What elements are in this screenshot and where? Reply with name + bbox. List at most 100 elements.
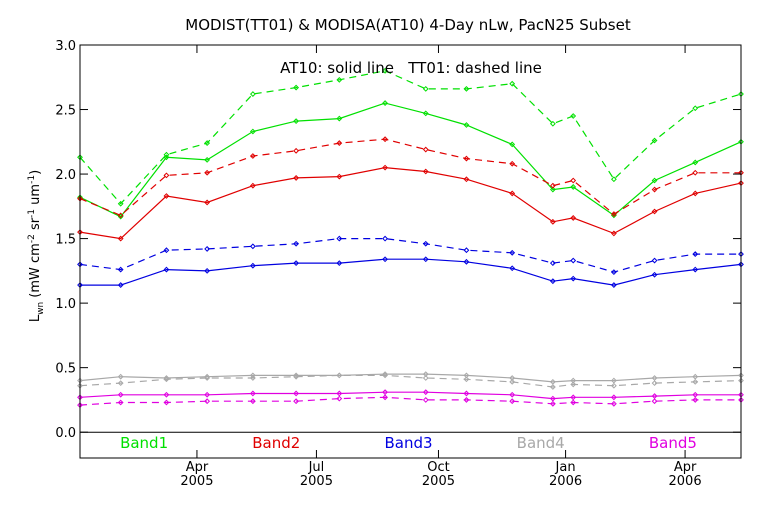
data-point-marker bbox=[422, 397, 429, 403]
data-point-marker bbox=[738, 251, 744, 257]
data-point-marker bbox=[610, 282, 617, 288]
data-point-marker bbox=[738, 180, 744, 187]
data-point-marker bbox=[692, 190, 699, 197]
legend-label-band3: Band3 bbox=[384, 434, 432, 452]
data-point-marker bbox=[204, 169, 211, 176]
data-point-marker bbox=[293, 147, 300, 154]
data-point-marker bbox=[382, 372, 388, 379]
data-point-marker bbox=[509, 160, 516, 167]
series-line bbox=[79, 391, 741, 400]
data-point-marker bbox=[738, 397, 744, 403]
data-point-marker bbox=[422, 256, 429, 263]
series-line bbox=[79, 102, 742, 218]
series-band1-solid bbox=[77, 100, 744, 220]
series-band4-solid bbox=[77, 371, 744, 385]
y-label-symbol: L bbox=[28, 314, 43, 322]
series-line bbox=[80, 258, 742, 286]
series-line bbox=[79, 374, 742, 388]
data-point-marker bbox=[651, 186, 658, 193]
data-point-marker bbox=[204, 246, 211, 252]
data-point-marker bbox=[422, 168, 429, 175]
data-point-marker bbox=[509, 249, 516, 256]
y-tick-label: 0.0 bbox=[55, 426, 76, 441]
data-point-marker bbox=[610, 211, 617, 217]
data-point-marker bbox=[692, 105, 699, 112]
data-point-marker bbox=[549, 186, 556, 193]
data-point-marker bbox=[570, 177, 577, 184]
series-line bbox=[79, 70, 742, 205]
data-point-marker bbox=[336, 235, 343, 242]
data-point-marker bbox=[692, 397, 699, 403]
data-point-marker bbox=[77, 394, 83, 401]
data-point-marker bbox=[204, 156, 211, 163]
data-point-marker bbox=[117, 373, 124, 380]
data-point-marker bbox=[204, 398, 211, 405]
data-point-marker bbox=[692, 159, 699, 166]
chart-title: MODIST(TT01) & MODISA(AT10) 4-Day nLw, P… bbox=[185, 16, 631, 34]
series-band1-dashed bbox=[77, 67, 744, 207]
series-band2-solid bbox=[77, 164, 744, 242]
y-label-subscript: wn bbox=[36, 302, 46, 315]
data-point-marker bbox=[422, 389, 429, 396]
data-point-marker bbox=[336, 260, 343, 267]
series-line bbox=[79, 396, 741, 406]
legend-label-band4: Band4 bbox=[517, 434, 565, 452]
data-point-marker bbox=[336, 76, 343, 83]
data-point-marker bbox=[610, 394, 617, 401]
y-label-sup-3: -1 bbox=[27, 175, 37, 184]
data-point-marker bbox=[651, 208, 658, 215]
data-point-marker bbox=[422, 110, 429, 117]
data-point-marker bbox=[463, 397, 470, 403]
legend-label-band1: Band1 bbox=[120, 434, 168, 452]
data-point-marker bbox=[549, 378, 556, 385]
y-tick-label: 0.5 bbox=[55, 362, 76, 377]
x-tick-year-label: 2006 bbox=[549, 474, 582, 489]
y-label-sup-1: -2 bbox=[27, 234, 37, 243]
data-point-marker bbox=[382, 67, 388, 74]
y-label-unit-um: um bbox=[28, 184, 43, 209]
y-tick-label: 1.5 bbox=[55, 233, 76, 248]
data-point-marker bbox=[549, 218, 556, 225]
data-point-marker bbox=[692, 266, 699, 273]
data-point-marker bbox=[651, 177, 658, 184]
data-point-marker bbox=[651, 137, 658, 144]
data-point-marker bbox=[382, 164, 388, 171]
data-point-marker bbox=[570, 394, 577, 401]
data-point-marker bbox=[463, 176, 470, 183]
data-point-marker bbox=[117, 212, 124, 219]
data-point-marker bbox=[549, 278, 556, 285]
data-point-marker bbox=[204, 199, 211, 206]
plot-frame bbox=[79, 44, 742, 459]
data-point-marker bbox=[293, 390, 300, 397]
data-point-marker bbox=[509, 391, 516, 398]
data-point-marker bbox=[463, 155, 470, 162]
data-point-marker bbox=[509, 265, 516, 272]
data-point-marker bbox=[77, 194, 83, 201]
data-point-marker bbox=[692, 378, 699, 385]
data-point-marker bbox=[463, 247, 470, 254]
data-point-marker bbox=[336, 390, 343, 397]
data-point-marker bbox=[549, 182, 556, 189]
series-band3-solid bbox=[77, 256, 744, 288]
data-point-marker bbox=[204, 140, 211, 146]
series-band5-dashed bbox=[77, 394, 744, 408]
data-point-marker bbox=[570, 275, 577, 282]
data-point-marker bbox=[163, 266, 170, 273]
data-point-marker bbox=[249, 153, 256, 159]
data-point-marker bbox=[549, 400, 556, 407]
data-point-marker bbox=[463, 376, 470, 383]
data-point-marker bbox=[422, 375, 429, 381]
data-point-marker bbox=[738, 391, 744, 398]
y-tick-label: 2.0 bbox=[55, 168, 76, 183]
data-point-marker bbox=[463, 85, 470, 92]
series-band2-dashed bbox=[77, 136, 744, 219]
data-point-marker bbox=[382, 389, 388, 396]
data-point-marker bbox=[738, 372, 744, 379]
x-tick-month-label: Jan bbox=[555, 460, 576, 475]
data-point-marker bbox=[610, 377, 617, 384]
data-point-marker bbox=[422, 146, 429, 153]
data-point-marker bbox=[692, 169, 699, 176]
data-point-marker bbox=[570, 381, 577, 388]
data-point-marker bbox=[249, 375, 256, 381]
